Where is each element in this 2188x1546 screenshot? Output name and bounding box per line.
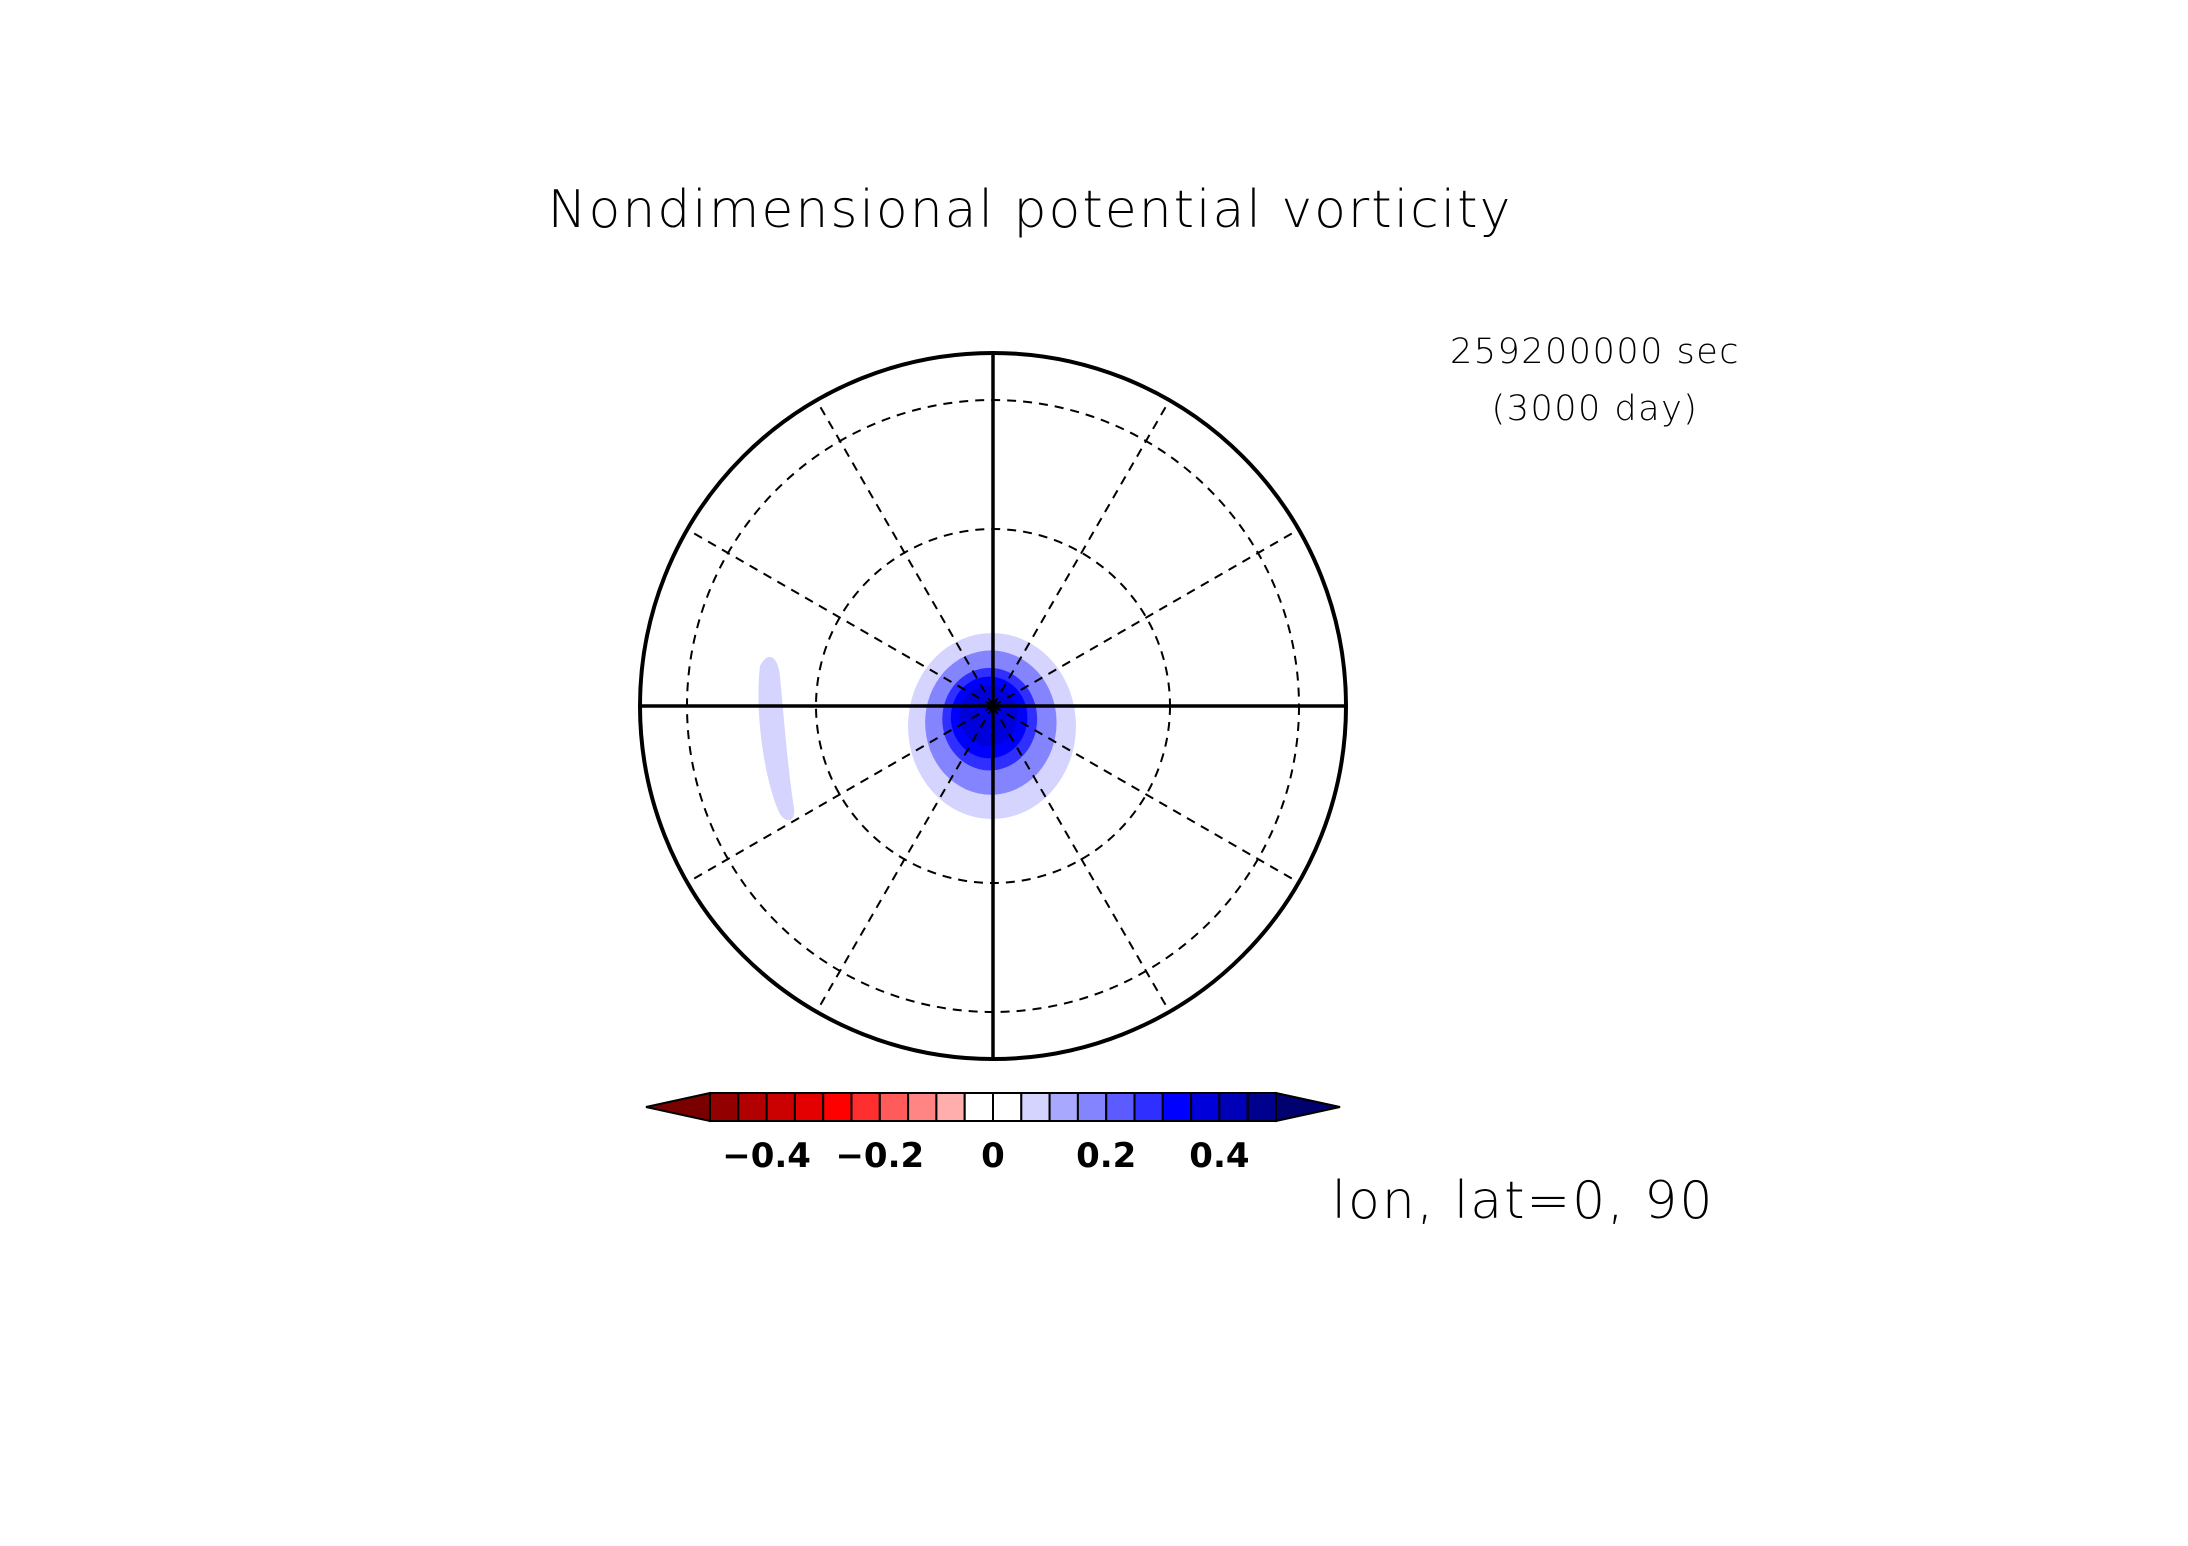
projection-label: lon, lat=0, 90 [1332, 1171, 1715, 1231]
meridian-line [992, 528, 1300, 707]
colorbar-box [963, 1092, 995, 1122]
vorticity-shading [737, 525, 1099, 821]
colorbar-box [1020, 1092, 1051, 1122]
meridian-line [686, 705, 994, 884]
colorbar-box [907, 1092, 938, 1122]
colorbar-box [1161, 1092, 1193, 1122]
meridian-line [992, 399, 1171, 707]
colorbar-under-arrow [645, 1091, 711, 1123]
colorbar-box [992, 1092, 1023, 1122]
colorbar-box [765, 1092, 796, 1122]
equator-boundary-circle [638, 351, 1348, 1061]
colorbar-tick-label: −0.2 [835, 1136, 924, 1176]
colorbar-box [850, 1092, 881, 1122]
colorbar-box [1218, 1092, 1249, 1122]
colorbar-box [793, 1092, 825, 1122]
colorbar-box [1048, 1092, 1079, 1122]
positive-vorticity-patch [964, 547, 1099, 632]
time-days-label: (3000 day) [1492, 389, 1699, 429]
time-seconds-label: 259200000 sec [1450, 332, 1740, 372]
meridian-line [686, 528, 994, 707]
colorbar-tick-label: 0.4 [1189, 1136, 1249, 1176]
polar-plot-area [686, 399, 1300, 1013]
chart-title: Nondimensional potential vorticity [548, 180, 1513, 240]
colorbar: −0.4 −0.2 0 0.2 0.4 [645, 1091, 1341, 1176]
positive-vorticity-streak [737, 525, 787, 613]
colorbar-tick-label: −0.4 [722, 1136, 811, 1176]
colorbar-over-arrow [1275, 1091, 1341, 1123]
meridian-line [815, 399, 994, 707]
vortex-contour [959, 685, 1018, 747]
meridian-line [992, 705, 1300, 884]
colorbar-box [1105, 1092, 1136, 1122]
meridian-line [815, 705, 994, 1013]
colorbar-box [1076, 1092, 1108, 1122]
polar-axes [638, 351, 1348, 1061]
colorbar-box [1190, 1092, 1221, 1122]
colorbar-box [935, 1092, 966, 1122]
colorbar-tick-label: 0 [981, 1136, 1005, 1176]
colorbar-tick-label: 0.2 [1076, 1136, 1136, 1176]
colorbar-box [822, 1092, 853, 1122]
colorbar-box [1246, 1092, 1277, 1122]
negative-vorticity-patch [758, 656, 795, 821]
colorbar-box [709, 1092, 740, 1122]
meridian-line [992, 705, 1171, 1013]
colorbar-box [878, 1092, 910, 1122]
colorbar-box [1133, 1092, 1164, 1122]
colorbar-box [737, 1092, 768, 1122]
